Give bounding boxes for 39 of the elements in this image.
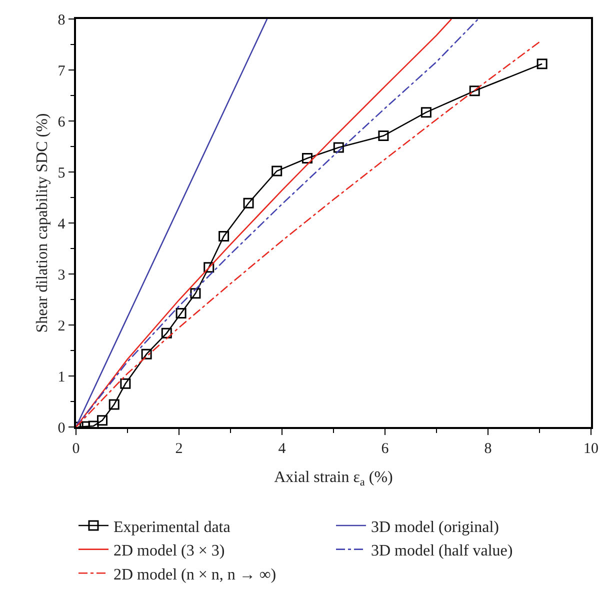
- point: [333, 142, 344, 153]
- y-tick-label: 8: [58, 12, 66, 28]
- x-tick-label: 0: [72, 440, 80, 457]
- y-axis-title: Shear dilation capability SDC (%): [34, 113, 52, 333]
- legend-label: 3D model (original): [371, 518, 499, 536]
- point: [378, 130, 389, 142]
- y-tick-label: 4: [58, 216, 66, 232]
- point: [420, 107, 432, 118]
- x-tick-label: 8: [484, 440, 492, 457]
- x-tick-label: 2: [175, 440, 183, 457]
- point: [176, 308, 186, 319]
- y-tick-label: 0: [58, 420, 66, 436]
- x-axis-title: Axial strain ε$_{a}$ (%): [274, 468, 393, 488]
- point: [204, 262, 214, 273]
- point: [243, 198, 254, 208]
- point: [108, 399, 120, 410]
- point: [302, 152, 312, 164]
- x-tick-label: 6: [381, 440, 390, 457]
- point: [190, 288, 201, 299]
- y-tick-label: 7: [58, 63, 66, 80]
- legend-label: 2D model (n × n, n → ∞): [114, 566, 276, 584]
- legend-label: 2D model (3 × 3): [114, 542, 225, 560]
- x-tick-label: 4: [278, 440, 286, 457]
- point: [272, 166, 282, 176]
- y-tick-label: 3: [58, 267, 66, 284]
- point: [120, 378, 131, 389]
- point: [536, 58, 548, 70]
- y-tick-label: 1: [58, 369, 66, 386]
- x-tick-label: 10: [584, 440, 598, 457]
- y-tick-label: 5: [58, 165, 66, 182]
- legend-label: Experimental data: [114, 518, 230, 536]
- legend-label: 3D model (half value): [371, 542, 513, 560]
- point: [218, 231, 230, 242]
- point: [161, 328, 172, 338]
- point: [97, 415, 108, 426]
- point: [469, 86, 480, 96]
- y-tick-label: 2: [58, 318, 66, 334]
- point: [141, 348, 152, 360]
- y-tick-label: 6: [58, 114, 66, 130]
